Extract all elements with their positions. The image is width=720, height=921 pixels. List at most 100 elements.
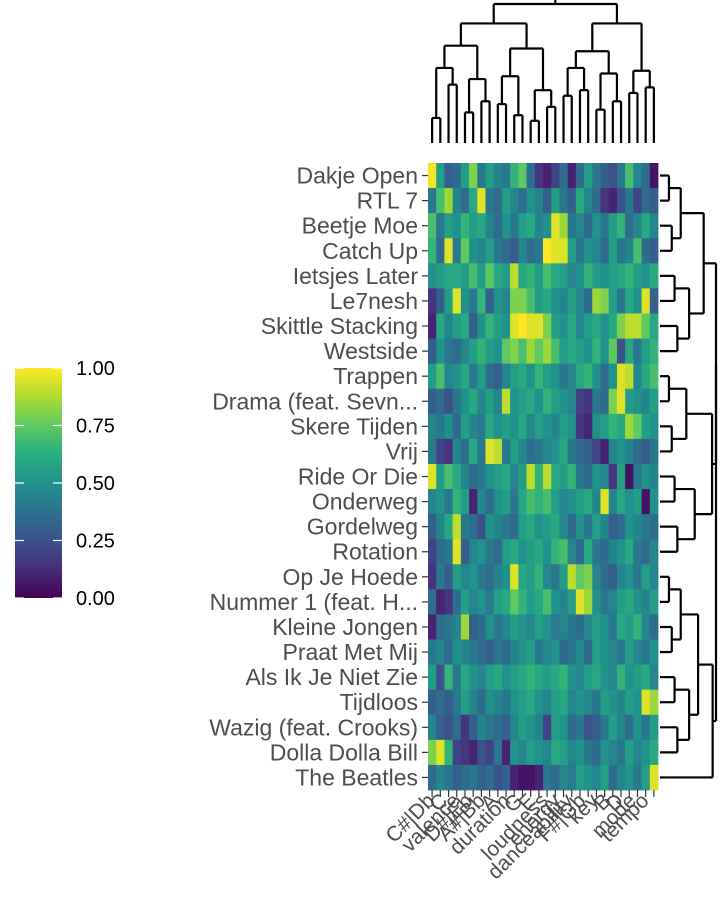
heatmap-cell xyxy=(567,489,577,515)
heatmap-cell xyxy=(543,213,552,239)
heatmap-cell xyxy=(436,764,445,791)
heatmap-cell xyxy=(584,664,593,691)
heatmap-cell xyxy=(452,514,462,540)
heatmap-cell xyxy=(477,489,486,515)
heatmap-cell xyxy=(584,489,593,515)
column-labels: C#|DbCvalenceD#|EbA#|BbAdurationGEloudne… xyxy=(381,789,655,884)
heatmap-cell xyxy=(600,188,610,214)
heatmap-cell xyxy=(559,739,569,766)
heatmap-cell xyxy=(501,463,511,490)
heatmap-cell xyxy=(608,539,618,565)
heatmap-cell xyxy=(592,188,601,214)
heatmap-cell xyxy=(518,539,527,565)
heatmap-cell xyxy=(543,714,552,741)
heatmap-cell xyxy=(428,539,437,565)
heatmap-cell xyxy=(493,288,503,314)
heatmap-cell xyxy=(584,564,593,590)
row-label: Catch Up xyxy=(322,238,418,264)
heatmap-cell xyxy=(477,263,486,289)
row-label: Ietsjes Later xyxy=(293,263,419,289)
heatmap-cell xyxy=(649,288,659,314)
heatmap-cell xyxy=(551,664,560,691)
heatmap-cell xyxy=(625,413,634,440)
heatmap-cell xyxy=(633,514,642,540)
heatmap-cell xyxy=(575,263,585,289)
heatmap-cell xyxy=(575,489,585,515)
heatmap-cell xyxy=(526,714,536,741)
heatmap-cell xyxy=(649,664,659,691)
heatmap-cell xyxy=(493,664,503,691)
heatmap-cell xyxy=(534,263,544,289)
heatmap-cell xyxy=(485,589,495,615)
heatmap-cell xyxy=(526,489,536,515)
heatmap-cell xyxy=(559,614,569,640)
heatmap-cell xyxy=(567,614,577,640)
heatmap-cell xyxy=(625,714,634,741)
heatmap-cell xyxy=(559,288,569,314)
heatmap-cell xyxy=(510,288,519,314)
heatmap-cell xyxy=(551,188,560,214)
heatmap-cell xyxy=(534,539,544,565)
heatmap-cell xyxy=(510,163,519,189)
heatmap-cell xyxy=(608,188,618,214)
heatmap-cell xyxy=(608,614,618,640)
heatmap-cell xyxy=(485,539,495,565)
heatmap-cell xyxy=(608,589,618,615)
heatmap-cell xyxy=(616,664,626,691)
heatmap-cell xyxy=(592,639,601,665)
heatmap-cell xyxy=(460,238,470,264)
heatmap-cell xyxy=(428,363,437,390)
heatmap-cell xyxy=(501,238,511,264)
heatmap-cell xyxy=(559,639,569,665)
heatmap-cell xyxy=(444,263,454,289)
heatmap-cell xyxy=(551,589,560,615)
heatmap-cell xyxy=(428,664,437,691)
heatmap-cell xyxy=(641,589,651,615)
heatmap-cell xyxy=(460,463,470,490)
heatmap-cell xyxy=(477,438,486,465)
heatmap-cell xyxy=(452,213,462,239)
heatmap-cell xyxy=(436,313,445,339)
heatmap-cell xyxy=(600,288,610,314)
heatmap-cell xyxy=(559,188,569,214)
heatmap-cell xyxy=(477,514,486,540)
heatmap-cell xyxy=(641,689,651,716)
heatmap-cell xyxy=(559,163,569,189)
heatmap-cell xyxy=(567,438,577,465)
heatmap-cell xyxy=(428,388,437,415)
heatmap-cell xyxy=(633,489,642,515)
heatmap-cell xyxy=(633,664,642,691)
heatmap-cell xyxy=(428,514,437,540)
heatmap-cell xyxy=(641,564,651,590)
heatmap-cell xyxy=(526,614,536,640)
heatmap-cell xyxy=(567,564,577,590)
heatmap-cell xyxy=(493,514,503,540)
heatmap-cell xyxy=(460,614,470,640)
heatmap-cell xyxy=(608,739,618,766)
heatmap-cell xyxy=(592,689,601,716)
heatmap-cell xyxy=(625,514,634,540)
heatmap-cell xyxy=(649,163,659,189)
row-label: Wazig (feat. Crooks) xyxy=(209,714,418,740)
heatmap-cell xyxy=(444,288,454,314)
row-label: Onderweg xyxy=(312,489,418,515)
heatmap-cell xyxy=(534,188,544,214)
heatmap-cell xyxy=(485,238,495,264)
heatmap-cell xyxy=(559,388,569,415)
heatmap-cell xyxy=(649,764,659,791)
heatmap-cell xyxy=(567,313,577,339)
heatmap-cell xyxy=(633,338,642,365)
heatmap-cell xyxy=(436,413,445,440)
row-dendrogram xyxy=(660,174,718,779)
heatmap-cell xyxy=(625,163,634,189)
heatmap-cell xyxy=(608,764,618,791)
heatmap-cell xyxy=(543,689,552,716)
heatmap-cell xyxy=(485,438,495,465)
heatmap-cell xyxy=(633,363,642,390)
heatmap-cell xyxy=(518,614,527,640)
heatmap-cell xyxy=(493,238,503,264)
heatmap-cell xyxy=(600,739,610,766)
heatmap-cell xyxy=(616,213,626,239)
heatmap-cell xyxy=(477,463,486,490)
heatmap-cell xyxy=(444,764,454,791)
